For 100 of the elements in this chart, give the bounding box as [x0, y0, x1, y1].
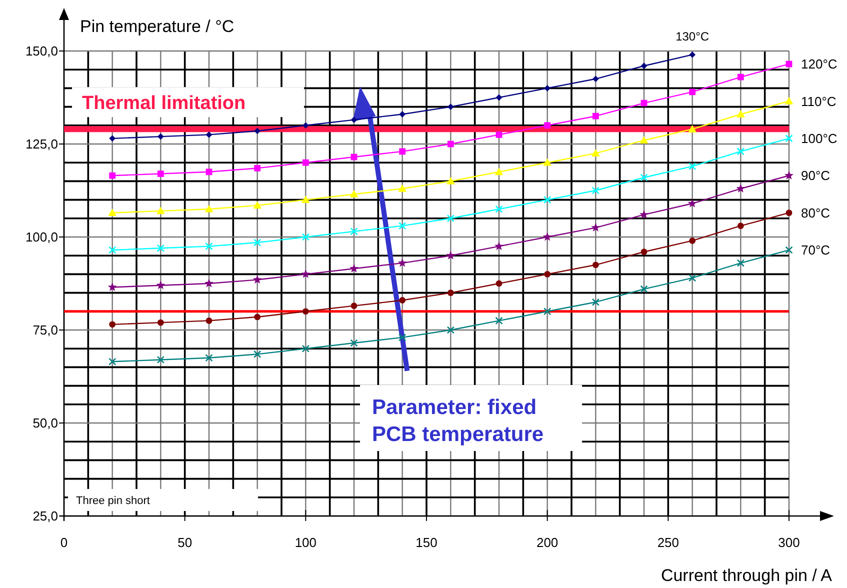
point	[109, 172, 116, 179]
point	[496, 280, 502, 287]
point	[640, 136, 648, 144]
point	[736, 259, 745, 267]
point	[785, 246, 793, 254]
point	[592, 112, 599, 120]
series-label: 120°C	[801, 56, 838, 72]
x-tick-label: 150	[416, 535, 438, 550]
point	[447, 104, 454, 110]
point	[592, 262, 599, 268]
point	[399, 111, 406, 118]
point	[302, 344, 310, 352]
point	[640, 62, 648, 70]
x-tick-label: 100	[294, 535, 317, 550]
point	[495, 316, 503, 325]
point	[688, 162, 696, 170]
point	[543, 196, 552, 204]
point	[206, 318, 212, 324]
point	[688, 198, 697, 208]
series-label: 110°C	[801, 94, 836, 109]
x-axis-title: Current through pin / A	[660, 566, 833, 585]
point	[301, 270, 310, 278]
point	[736, 184, 746, 192]
point	[543, 158, 552, 166]
point	[640, 210, 648, 218]
point	[446, 250, 456, 260]
series-label: 130°C	[676, 30, 710, 44]
point	[301, 196, 310, 203]
x-tick-label: 50	[178, 535, 192, 550]
point	[640, 174, 648, 182]
y-tick-label: 75,0	[32, 322, 58, 338]
x-tick-label: 200	[536, 535, 558, 550]
point	[302, 122, 309, 129]
point	[640, 248, 648, 256]
point	[640, 100, 648, 106]
point	[784, 97, 794, 104]
point	[156, 356, 165, 364]
point	[446, 326, 455, 334]
point	[640, 285, 648, 293]
point	[737, 222, 744, 230]
point	[447, 290, 454, 296]
point	[544, 271, 551, 278]
point	[108, 246, 116, 254]
point	[204, 278, 214, 288]
point	[253, 201, 262, 209]
x-tick-label: 250	[657, 535, 680, 550]
point	[253, 350, 262, 358]
point	[688, 124, 697, 132]
point	[689, 52, 696, 58]
point	[689, 88, 696, 96]
point	[543, 308, 552, 316]
point	[156, 206, 165, 214]
point	[495, 205, 503, 213]
y-tick-label: 100,0	[25, 230, 58, 245]
point	[109, 321, 116, 328]
point	[350, 190, 358, 198]
point	[688, 274, 696, 282]
series-label: 90°C	[801, 168, 830, 184]
point	[254, 128, 261, 134]
point	[254, 314, 261, 320]
point	[399, 148, 406, 155]
point	[156, 244, 165, 252]
point	[592, 298, 600, 306]
point	[544, 85, 551, 92]
y-tick-label: 50,0	[32, 416, 58, 431]
point	[398, 184, 407, 192]
point	[350, 264, 358, 272]
annotation: Parameter: fixed PCB temperature	[372, 396, 544, 446]
point	[736, 148, 745, 156]
point	[350, 228, 358, 236]
point	[494, 242, 504, 250]
ref-line-label: Thermal limitation	[82, 93, 246, 114]
x-tick-label: 300	[778, 535, 800, 550]
point	[157, 319, 164, 326]
point	[785, 134, 793, 142]
point	[786, 210, 792, 216]
point	[592, 76, 599, 82]
point	[592, 186, 600, 194]
point	[108, 358, 116, 366]
point	[204, 204, 214, 212]
point	[157, 133, 164, 140]
point	[350, 302, 358, 310]
point	[736, 110, 745, 118]
series-label: 100°C	[801, 130, 838, 146]
annotation: Three pin short	[76, 495, 150, 507]
point	[302, 159, 309, 166]
point	[591, 223, 600, 232]
point	[254, 164, 261, 172]
point	[784, 170, 794, 180]
point	[544, 122, 551, 129]
series-label: 70°C	[801, 242, 830, 258]
point	[205, 242, 213, 250]
point	[737, 74, 744, 80]
point	[302, 233, 310, 241]
point	[494, 168, 504, 176]
point	[109, 135, 116, 142]
point	[108, 282, 117, 292]
y-tick-label: 125,0	[25, 136, 58, 152]
point	[252, 275, 262, 284]
y-axis-title: Pin temperature / °C	[80, 17, 234, 36]
